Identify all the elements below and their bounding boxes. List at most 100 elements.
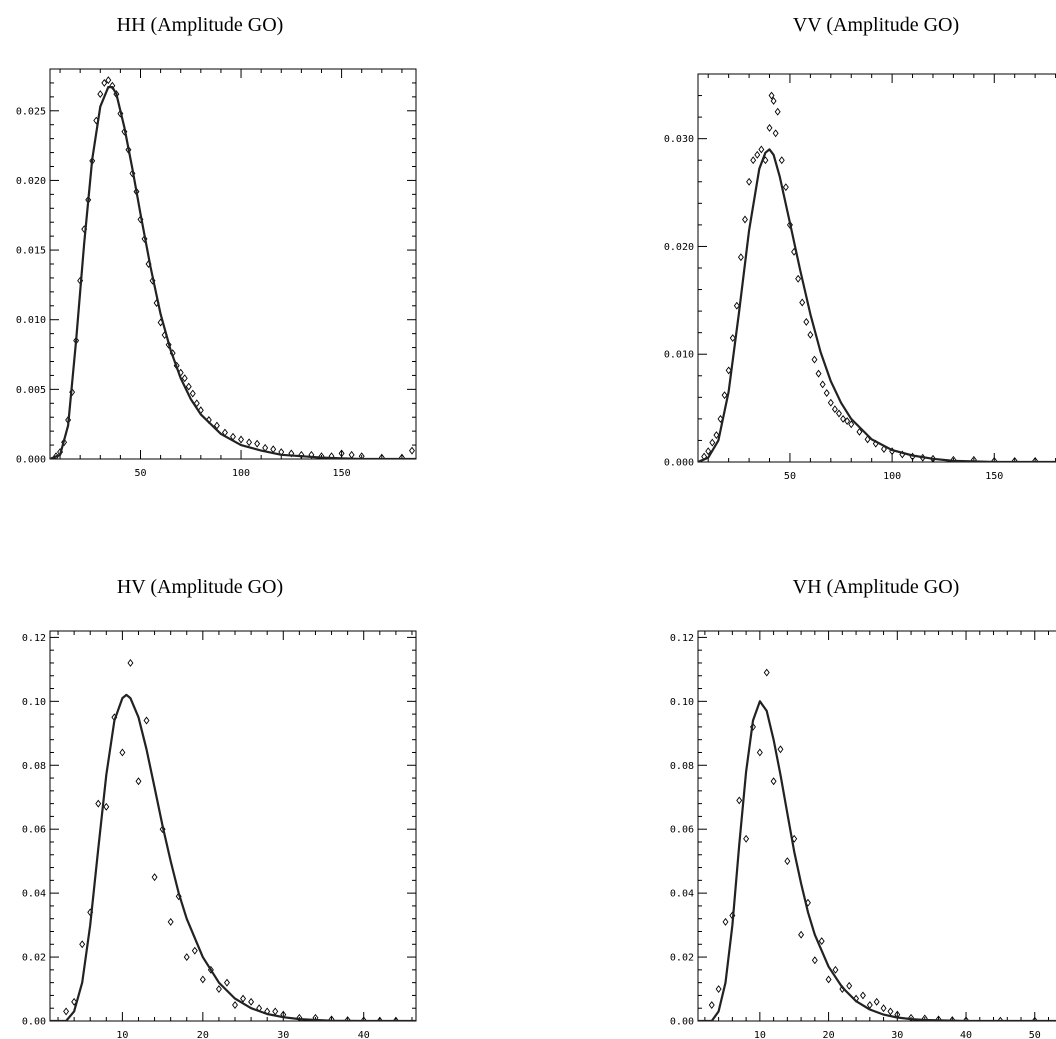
data-point-diamond [963, 1016, 969, 1021]
data-point-diamond [224, 978, 230, 987]
plot-frame [697, 630, 1056, 1022]
data-point-diamond [143, 716, 150, 725]
chart-title: HV (Amplitude GO) [117, 576, 283, 598]
data-point-diamond [880, 445, 887, 454]
data-point-diamond [135, 777, 142, 786]
data-point-diamond [815, 369, 822, 378]
data-point-diamond [79, 940, 86, 949]
y-tick-label: 0.010 [664, 350, 694, 361]
data-point-diamond [298, 450, 305, 459]
data-point-diamond [832, 965, 839, 974]
plot-area [50, 659, 416, 1021]
y-tick-label: 0.06 [22, 825, 46, 836]
data-point-diamond [846, 981, 853, 990]
data-point-diamond [105, 76, 112, 85]
x-tick-label: 150 [985, 471, 1003, 482]
data-point-diamond [328, 1015, 335, 1021]
fit-curve [50, 86, 416, 459]
x-tick-label: 100 [232, 468, 250, 479]
data-point-diamond [1011, 456, 1018, 462]
data-point-diamond [318, 452, 325, 459]
data-point-diamond [63, 1007, 70, 1016]
chart-panel-hh: HH (Amplitude GO) 0.000 0.005 0.010 0.015 0.… [16, 14, 417, 479]
data-point-diamond [997, 1016, 1004, 1021]
data-point-diamond [713, 431, 720, 440]
y-tick-label: 0.010 [16, 315, 46, 326]
data-point-diamond [348, 450, 355, 459]
plot-area [50, 76, 416, 459]
chart-panel-vh: VH (Amplitude GO) 0.00 0.02 0.04 0.06 0.08 0.… [670, 576, 1056, 1039]
y-tick-label: 0.12 [670, 633, 694, 644]
data-point-diamond [866, 1001, 873, 1009]
x-tick-label: 30 [891, 1030, 903, 1039]
data-point-diamond [935, 1015, 942, 1021]
data-point-diamond [908, 1013, 915, 1021]
data-point-diamond [746, 177, 753, 186]
data-point-diamond [1032, 456, 1039, 462]
data-point-diamond [95, 799, 102, 808]
data-point-diamond [768, 91, 775, 100]
data-point-diamond [763, 668, 770, 677]
y-tick-label: 0.04 [22, 889, 46, 900]
data-point-diamond [798, 930, 805, 939]
data-point-diamond [360, 1016, 367, 1021]
data-point-diamond [185, 382, 192, 391]
y-tick-label: 0.10 [22, 697, 46, 708]
data-point-diamond [248, 997, 255, 1006]
data-point-diamond [859, 991, 866, 1000]
data-point-diamond [758, 145, 765, 154]
data-point-diamond [774, 107, 781, 116]
data-point-diamond [770, 777, 777, 786]
data-point-diamond [715, 985, 722, 993]
plot-frame [697, 73, 1056, 463]
data-point-diamond [705, 447, 712, 456]
y-tick-label: 0.005 [16, 385, 46, 396]
y-tick-label: 0.08 [670, 761, 694, 772]
data-point-diamond [799, 298, 806, 307]
x-tick-label: 30 [277, 1030, 289, 1039]
data-point-diamond [288, 449, 295, 458]
y-tick-label: 0.000 [16, 455, 46, 466]
data-point-diamond [97, 90, 104, 99]
data-point-diamond [376, 1016, 383, 1021]
y-tick-label: 0.12 [22, 633, 46, 644]
data-point-diamond [358, 452, 365, 459]
data-point-diamond [708, 1001, 715, 1009]
data-point-diamond [61, 438, 68, 447]
x-tick-label: 50 [134, 468, 146, 479]
data-point-diamond [818, 937, 825, 946]
data-point-diamond [756, 748, 763, 757]
data-point-diamond [308, 450, 315, 459]
data-point-diamond [844, 417, 851, 425]
data-point-diamond [729, 334, 736, 343]
chart-title: HH (Amplitude GO) [117, 14, 284, 36]
x-tick-label: 20 [197, 1030, 209, 1039]
data-point-diamond [825, 975, 832, 984]
data-point-diamond [856, 427, 863, 436]
data-point-diamond [807, 330, 814, 339]
data-point-diamond [254, 439, 261, 448]
data-point-diamond [725, 366, 732, 375]
data-point-diamond [743, 834, 750, 843]
x-tick-label: 40 [358, 1030, 370, 1039]
data-point-diamond [270, 445, 277, 454]
y-tick-label: 0.025 [16, 106, 46, 117]
data-point-diamond [1031, 1016, 1038, 1021]
chart-title: VV (Amplitude GO) [793, 14, 959, 36]
data-point-diamond [378, 453, 385, 459]
data-point-diamond [392, 1016, 399, 1021]
y-tick-label: 0.02 [22, 953, 46, 964]
data-point-diamond [119, 748, 126, 757]
data-point-diamond [215, 985, 222, 993]
data-point-diamond [827, 398, 834, 407]
plot-area [698, 668, 1056, 1021]
chart-panel-hv: HV (Amplitude GO) 0.00 0.02 0.04 0.06 0.08 0.… [22, 576, 417, 1039]
data-point-diamond [117, 109, 124, 118]
chart-panel-vv: VV (Amplitude GO) 0.000 0.010 0.020 0.030 50… [664, 14, 1056, 482]
data-point-diamond [778, 156, 785, 165]
fit-curve [698, 148, 1056, 462]
data-point-diamond [880, 1004, 887, 1013]
data-point-diamond [189, 389, 196, 398]
x-tick-label: 10 [754, 1030, 766, 1039]
